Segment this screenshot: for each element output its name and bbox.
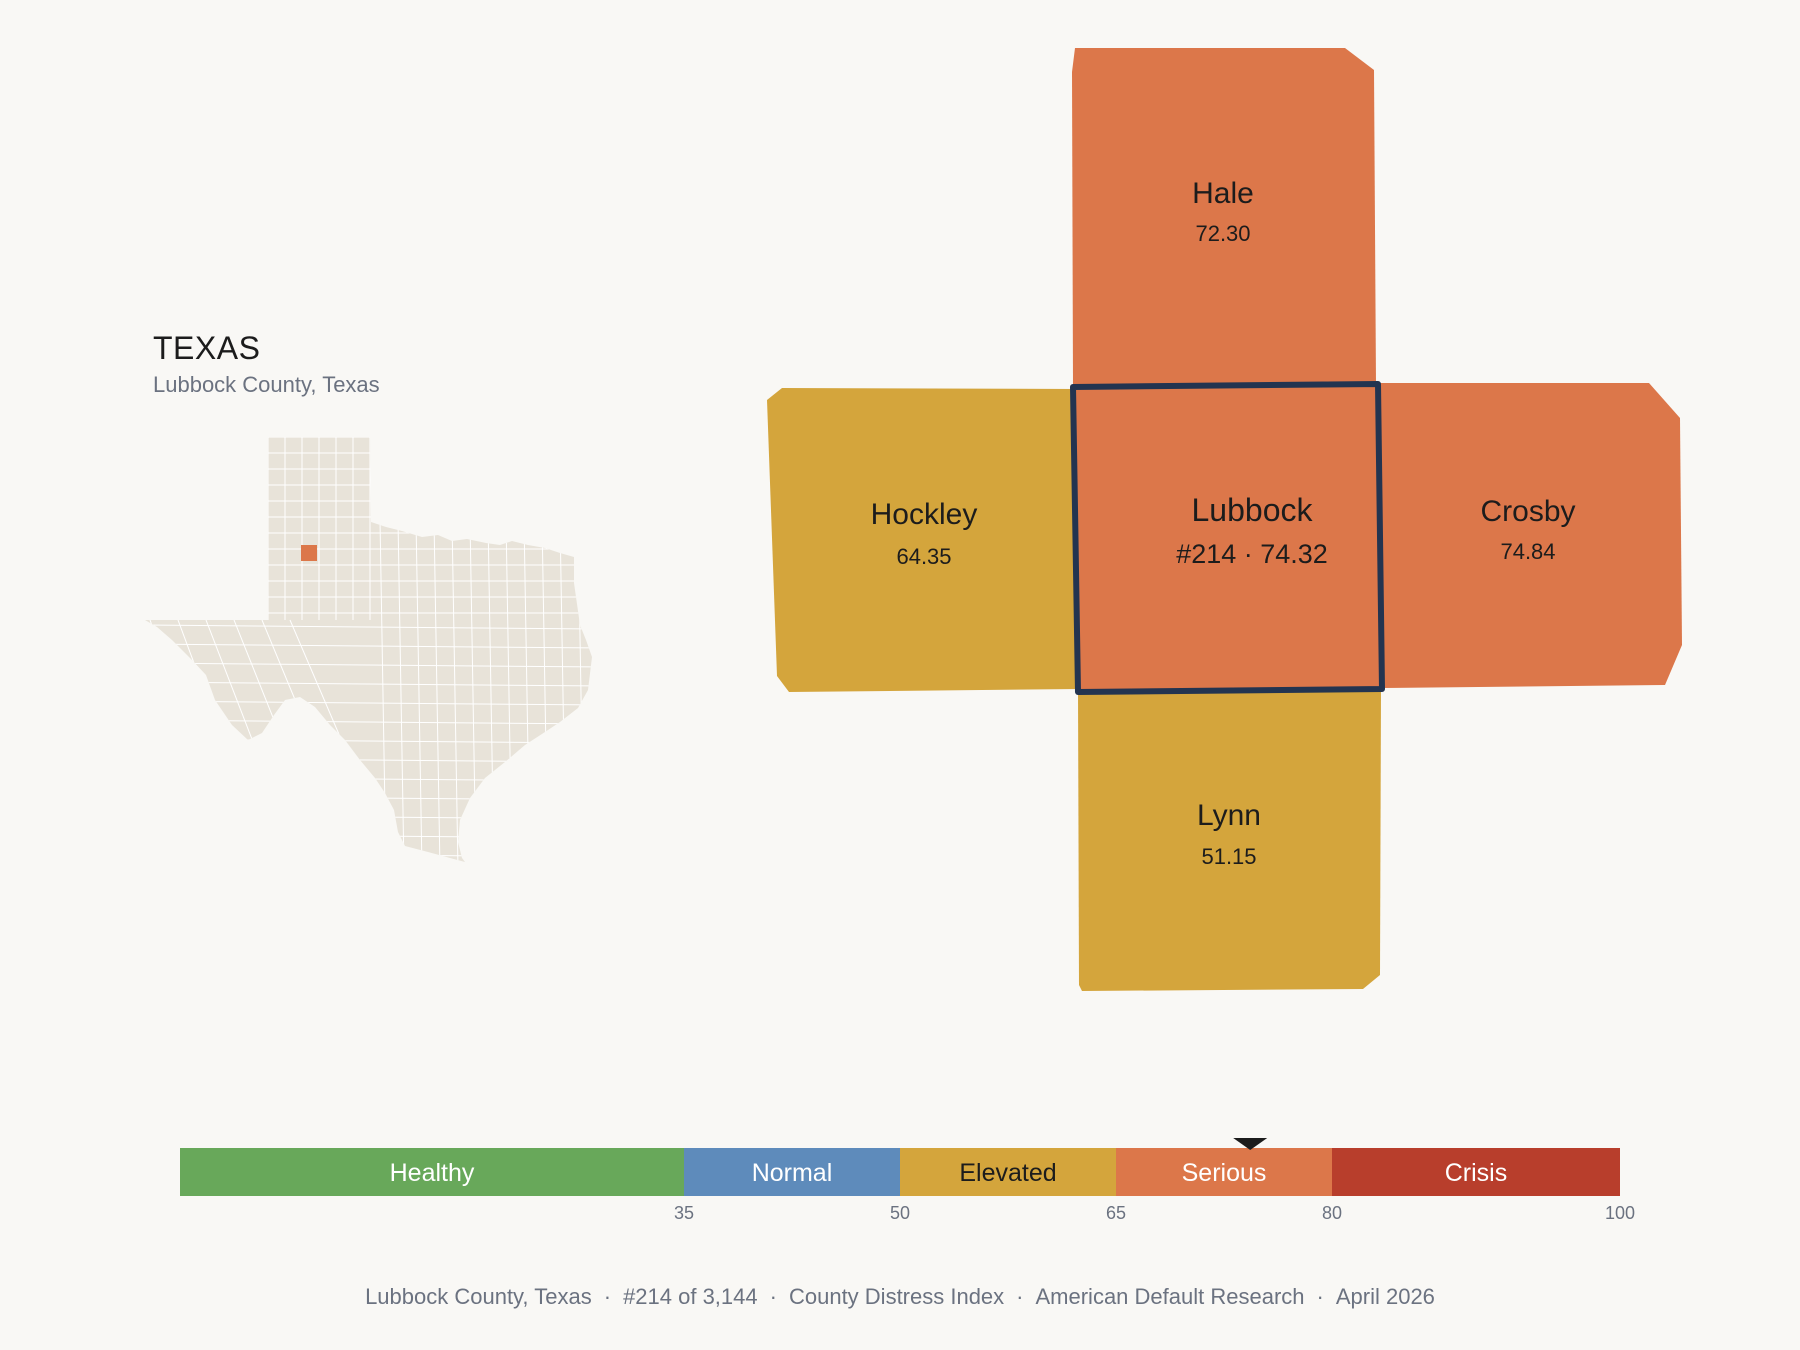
- texas-state-shape: [145, 437, 592, 862]
- county-boundary: [145, 700, 592, 706]
- scale-tick-35: 35: [674, 1203, 694, 1223]
- scale-label-elevated: Elevated: [959, 1159, 1056, 1187]
- scale-label-healthy: Healthy: [390, 1159, 475, 1187]
- county-boundary: [205, 619, 261, 761]
- scale-segment-crisis: [1332, 1148, 1620, 1196]
- footer-date: April 2026: [1335, 1284, 1435, 1309]
- scale-tick-100: 100: [1605, 1203, 1635, 1223]
- county-lynn[interactable]: Lynn 51.15: [1078, 688, 1381, 991]
- county-boundary: [415, 519, 423, 862]
- county-boundary: [145, 681, 592, 687]
- county-lubbock-rank-value: #214 · 74.32: [1176, 539, 1328, 569]
- scale-marker-icon: [1233, 1138, 1268, 1150]
- county-lynn-value: 51.15: [1201, 844, 1256, 869]
- scale-label-crisis: Crisis: [1445, 1159, 1508, 1187]
- county-hale-name: Hale: [1192, 177, 1254, 210]
- county-hockley-name: Hockley: [871, 498, 978, 531]
- county-boundary: [596, 520, 602, 870]
- footer-credits: Lubbock County, Texas · #214 of 3,144 · Coun…: [365, 1284, 1435, 1309]
- county-boundary: [451, 519, 459, 862]
- state-title: TEXAS: [153, 330, 261, 366]
- county-boundary: [145, 833, 592, 839]
- scale-label-normal: Normal: [752, 1159, 833, 1187]
- state-subtitle: Lubbock County, Texas: [153, 372, 380, 397]
- county-lynn-name: Lynn: [1197, 799, 1261, 832]
- county-boundary: [397, 519, 405, 862]
- county-cluster: Hale 72.30 Hockley 64.35 Crosby 74.84 Ly…: [767, 48, 1682, 991]
- scale-segment-elevated: [900, 1148, 1116, 1196]
- texas-inset: [145, 437, 602, 870]
- footer-rank: #214 of 3,144: [623, 1284, 758, 1309]
- scale-tick-50: 50: [890, 1203, 910, 1223]
- county-hockley-value: 64.35: [896, 544, 951, 569]
- scale-segment-serious: [1116, 1148, 1332, 1196]
- county-crosby-value: 74.84: [1500, 539, 1555, 564]
- county-boundary: [145, 643, 592, 649]
- county-boundary: [145, 776, 592, 782]
- county-boundary: [433, 519, 441, 862]
- county-crosby[interactable]: Crosby 74.84: [1378, 383, 1682, 688]
- scale-label-serious: Serious: [1182, 1159, 1267, 1187]
- footer-county: Lubbock County, Texas: [365, 1284, 592, 1309]
- county-hale-value: 72.30: [1195, 221, 1250, 246]
- county-hockley[interactable]: Hockley 64.35: [767, 388, 1079, 692]
- lubbock-county-locator: [301, 545, 317, 561]
- county-boundary: [145, 624, 592, 630]
- county-hale[interactable]: Hale 72.30: [1072, 48, 1376, 388]
- county-crosby-name: Crosby: [1480, 495, 1575, 528]
- scale-tick-80: 80: [1322, 1203, 1342, 1223]
- scale-segment-normal: [684, 1148, 900, 1196]
- footer-publisher: American Default Research: [1035, 1284, 1305, 1309]
- distress-scale: Healthy Normal Elevated Serious Crisis 35 50 65…: [180, 1138, 1635, 1223]
- county-boundary: [145, 814, 592, 820]
- scale-tick-65: 65: [1106, 1203, 1126, 1223]
- county-boundary: [145, 662, 592, 668]
- county-lubbock[interactable]: Lubbock #214 · 74.32: [1070, 381, 1385, 695]
- footer-index-name: County Distress Index: [788, 1284, 1005, 1309]
- scale-segment-healthy: [180, 1148, 684, 1196]
- county-boundary: [145, 795, 592, 801]
- county-lubbock-name: Lubbock: [1192, 492, 1314, 528]
- county-boundary: [145, 852, 592, 858]
